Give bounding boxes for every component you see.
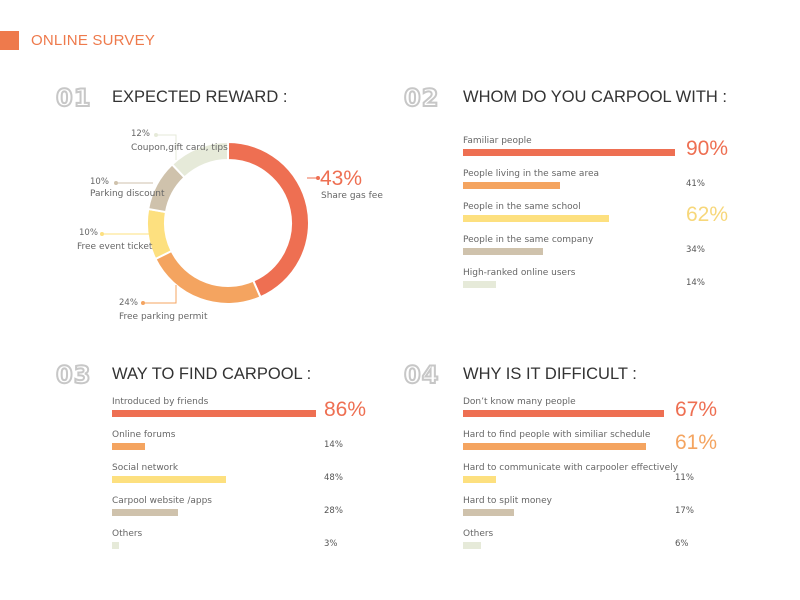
- donut-pct-label: 10%: [79, 228, 98, 238]
- bar: [112, 410, 316, 417]
- header-accent-square: [0, 31, 19, 50]
- bar-value-label: 90%: [686, 137, 729, 160]
- donut-slice-label: Parking discount: [90, 189, 165, 199]
- bar: [463, 476, 496, 483]
- bar-value-label: 11%: [675, 473, 694, 483]
- bar: [463, 149, 675, 156]
- bar: [463, 281, 496, 288]
- bar-label: Online forums: [112, 430, 176, 440]
- bar: [112, 542, 120, 549]
- donut-slice: [170, 140, 229, 179]
- section-number: 01: [55, 83, 92, 113]
- bar-value-label: 61%: [675, 431, 718, 454]
- bar-label: People in the same school: [463, 202, 581, 212]
- donut-pct-label: 10%: [90, 177, 109, 187]
- bar-value-label: 62%: [686, 203, 729, 226]
- donut-leader-dot: [154, 133, 158, 137]
- bar-label: Hard to find people with similiar schedu…: [463, 430, 651, 440]
- bar: [463, 410, 664, 417]
- bar: [112, 509, 179, 516]
- bar: [463, 509, 514, 516]
- donut-leader-dot: [100, 232, 104, 236]
- bar: [112, 476, 226, 483]
- bar-value-label: 14%: [324, 440, 343, 450]
- bar-value-label: 34%: [686, 245, 705, 255]
- donut-leader-line: [143, 285, 177, 304]
- bar: [463, 443, 646, 450]
- bar: [112, 443, 146, 450]
- section-title: WHY IS IT DIFFICULT :: [463, 365, 637, 383]
- bar-label: Familiar people: [463, 136, 532, 146]
- donut-pct-label: 12%: [131, 129, 150, 139]
- bar-value-label: 86%: [324, 398, 367, 421]
- bar-label: Social network: [112, 463, 179, 473]
- donut-leader-line: [156, 134, 177, 160]
- bar-label: Hard to communicate with carpooler effec…: [463, 463, 678, 473]
- bar: [463, 248, 544, 255]
- bar: [463, 182, 560, 189]
- bar-label: People in the same company: [463, 235, 594, 245]
- donut-slice-label: Free parking permit: [119, 312, 208, 322]
- donut-leader-dot: [141, 301, 145, 305]
- bar-value-label: 6%: [675, 539, 689, 549]
- bar-label: Carpool website /apps: [112, 496, 212, 506]
- bar: [463, 215, 610, 222]
- section-number: 03: [55, 360, 92, 390]
- bar-value-label: 28%: [324, 506, 343, 516]
- bar-value-label: 3%: [324, 539, 338, 549]
- bar-value-label: 48%: [324, 473, 343, 483]
- section-title: WHOM DO YOU CARPOOL WITH :: [463, 88, 728, 106]
- donut-slice-label: Share gas fee: [321, 191, 383, 201]
- section-title: EXPECTED REWARD :: [112, 88, 288, 106]
- donut-pct-label: 24%: [119, 298, 138, 308]
- donut-slice: [154, 249, 262, 305]
- donut-slice-label: Free event ticket: [77, 242, 153, 252]
- bar-value-label: 17%: [675, 506, 694, 516]
- page-title: ONLINE SURVEY: [31, 32, 156, 49]
- bar-value-label: 67%: [675, 398, 718, 421]
- bar-label: Others: [112, 529, 143, 539]
- donut-slice-label: Coupon,gift card, tips: [131, 143, 228, 153]
- bar-label: Introduced by friends: [112, 397, 209, 407]
- bar-label: High-ranked online users: [463, 268, 576, 278]
- section-number: 04: [403, 360, 440, 390]
- bar-value-label: 41%: [686, 179, 705, 189]
- section-title: WAY TO FIND CARPOOL :: [112, 365, 312, 383]
- donut-leader-dot: [114, 181, 118, 185]
- donut-pct-label: 43%: [320, 167, 363, 190]
- section-number: 02: [403, 83, 440, 113]
- bar-label: Others: [463, 529, 494, 539]
- donut-leader-dot: [316, 176, 320, 180]
- bar-value-label: 14%: [686, 278, 705, 288]
- bar-label: Don’t know many people: [463, 397, 576, 407]
- bar-label: Hard to split money: [463, 496, 552, 506]
- donut-slice: [227, 140, 310, 299]
- bar-label: People living in the same area: [463, 169, 600, 179]
- bar: [463, 542, 481, 549]
